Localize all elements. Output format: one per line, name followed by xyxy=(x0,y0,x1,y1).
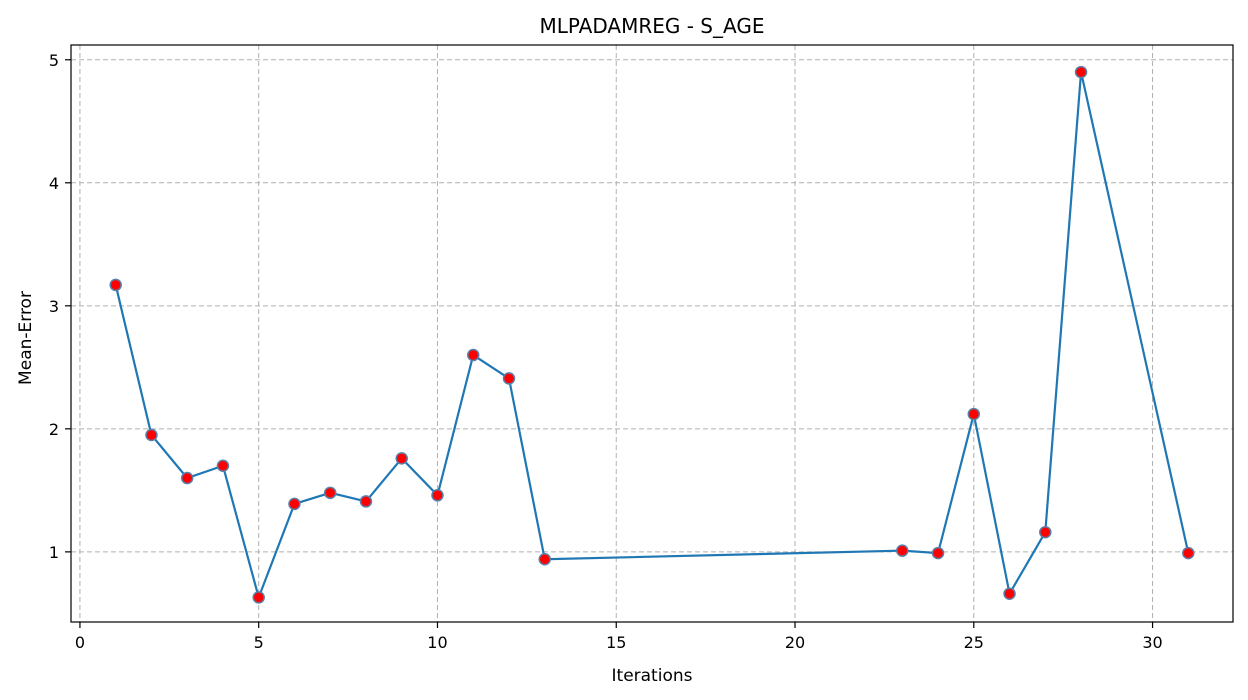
x-tick-label: 15 xyxy=(606,633,626,652)
grid-lines xyxy=(71,45,1233,622)
data-point xyxy=(109,278,122,292)
x-tick-label: 20 xyxy=(785,633,805,652)
y-tick-label: 5 xyxy=(49,51,59,70)
data-point xyxy=(502,372,516,385)
x-tick-label: 0 xyxy=(75,633,85,652)
y-tick-label: 4 xyxy=(49,174,59,193)
data-point xyxy=(1074,65,1088,79)
data-point xyxy=(896,544,909,557)
data-point xyxy=(395,452,408,465)
data-point xyxy=(359,495,373,508)
x-axis-ticks: 0 5 10 15 20 25 30 xyxy=(75,622,1163,652)
y-tick-label: 2 xyxy=(49,420,59,439)
data-point xyxy=(466,348,480,362)
chart-title: MLPADAMREG - S_AGE xyxy=(540,14,765,38)
data-point xyxy=(967,407,981,421)
y-tick-label: 3 xyxy=(49,297,59,316)
y-tick-label: 1 xyxy=(49,543,59,562)
y-axis-ticks: 1 2 3 4 5 xyxy=(49,51,71,562)
plot-area xyxy=(70,44,1234,623)
x-tick-label: 10 xyxy=(427,633,447,652)
data-point xyxy=(252,591,265,604)
data-point xyxy=(180,471,194,485)
series-line xyxy=(114,71,1190,601)
data-point xyxy=(931,546,945,560)
data-point xyxy=(538,553,551,566)
data-point xyxy=(1003,587,1016,600)
data-point xyxy=(1182,546,1195,560)
x-axis-label: Iterations xyxy=(612,666,693,686)
x-tick-label: 30 xyxy=(1142,633,1162,652)
data-point xyxy=(431,489,444,502)
y-axis-label: Mean-Error xyxy=(16,291,36,385)
x-tick-label: 25 xyxy=(964,633,984,652)
x-tick-label: 5 xyxy=(254,633,264,652)
data-point xyxy=(288,497,301,511)
data-point xyxy=(216,459,230,473)
data-point xyxy=(323,486,337,500)
data-point xyxy=(1039,525,1052,539)
data-series xyxy=(109,65,1195,604)
data-point xyxy=(145,428,158,442)
